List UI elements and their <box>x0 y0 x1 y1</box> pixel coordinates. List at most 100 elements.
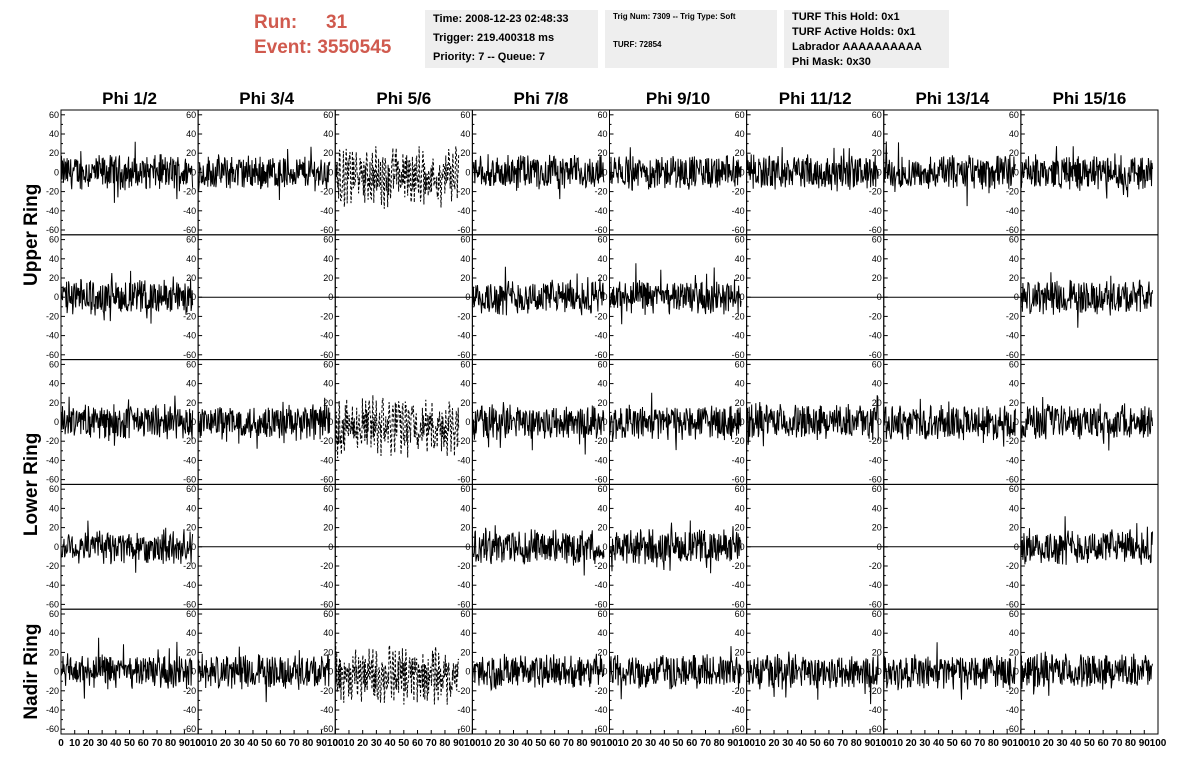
waveform-trace <box>883 642 1016 700</box>
turf-this-hold-text: TURF This Hold: 0x1 <box>792 11 900 23</box>
y-tick-label: 0 <box>191 667 196 677</box>
y-tick-label: -20 <box>46 187 59 197</box>
y-tick-label: -60 <box>732 599 745 609</box>
x-tick-label: 20 <box>83 738 95 749</box>
y-tick-label: -20 <box>320 686 333 696</box>
x-tick-label: 90 <box>453 738 465 749</box>
y-tick-label: -40 <box>183 331 196 341</box>
y-tick-label: 40 <box>597 379 607 389</box>
x-tick-label: 70 <box>837 738 849 749</box>
y-tick-label: 40 <box>597 628 607 638</box>
x-tick-label: 40 <box>1070 738 1082 749</box>
waveform-trace <box>334 395 460 459</box>
x-tick-label: 70 <box>563 738 575 749</box>
y-tick-label: -60 <box>869 350 882 360</box>
y-tick-label: 60 <box>597 484 607 494</box>
y-tick-label: 40 <box>872 129 882 139</box>
y-tick-label: -40 <box>732 455 745 465</box>
y-tick-label: -20 <box>594 311 607 321</box>
y-tick-label: 40 <box>872 254 882 264</box>
waveform-trace <box>197 397 331 449</box>
y-tick-label: -60 <box>320 350 333 360</box>
x-tick-label: 10 <box>755 738 767 749</box>
y-tick-label: 40 <box>597 503 607 513</box>
x-tick-label: 50 <box>261 738 273 749</box>
y-tick-label: 60 <box>1009 110 1019 120</box>
run-row: Run: 31 <box>254 10 391 35</box>
y-tick-label: 20 <box>597 398 607 408</box>
y-tick-label: 0 <box>877 167 882 177</box>
y-tick-label: -20 <box>1006 561 1019 571</box>
waveform-trace <box>60 141 194 203</box>
x-tick-label: 30 <box>1056 738 1068 749</box>
y-tick-label: -20 <box>1006 686 1019 696</box>
y-tick-label: -60 <box>46 225 59 235</box>
y-tick-label: -60 <box>1006 724 1019 734</box>
y-tick-label: 20 <box>49 647 59 657</box>
x-tick-label: 0 <box>1018 738 1024 749</box>
y-tick-label: -40 <box>869 580 882 590</box>
y-tick-label: 20 <box>460 398 470 408</box>
y-tick-label: -40 <box>732 206 745 216</box>
y-tick-label: -20 <box>183 187 196 197</box>
column-header: Phi 15/16 <box>1053 89 1127 108</box>
y-tick-label: -40 <box>183 455 196 465</box>
waveform-trace <box>197 646 331 703</box>
x-tick-label: 50 <box>398 738 410 749</box>
waveform-trace <box>334 644 460 705</box>
y-tick-label: 40 <box>872 628 882 638</box>
y-tick-label: -60 <box>457 350 470 360</box>
y-tick-label: 0 <box>740 667 745 677</box>
y-tick-label: 60 <box>323 110 333 120</box>
y-tick-label: -40 <box>1006 206 1019 216</box>
y-tick-label: -20 <box>869 311 882 321</box>
y-tick-label: 20 <box>872 647 882 657</box>
y-tick-label: 60 <box>186 484 196 494</box>
x-tick-label: 80 <box>165 738 177 749</box>
y-tick-label: 0 <box>54 167 59 177</box>
y-tick-label: -60 <box>1006 225 1019 235</box>
y-tick-label: 60 <box>49 609 59 619</box>
y-tick-label: 60 <box>49 484 59 494</box>
x-tick-label: 40 <box>933 738 945 749</box>
x-tick-label: 20 <box>1043 738 1055 749</box>
y-tick-label: 40 <box>323 503 333 513</box>
y-tick-label: -60 <box>46 350 59 360</box>
y-tick-label: 0 <box>465 542 470 552</box>
waveform-trace <box>609 263 742 325</box>
y-tick-label: 0 <box>877 417 882 427</box>
y-tick-label: 60 <box>735 235 745 245</box>
waveform-trace <box>609 520 742 574</box>
waveform-trace <box>609 646 742 700</box>
y-tick-label: -40 <box>320 705 333 715</box>
x-tick-label: 60 <box>1098 738 1110 749</box>
waveform-trace <box>609 392 742 451</box>
y-tick-label: 20 <box>1009 273 1019 283</box>
y-tick-label: -60 <box>869 724 882 734</box>
y-tick-label: 40 <box>460 628 470 638</box>
y-tick-label: -20 <box>46 561 59 571</box>
y-tick-label: 40 <box>186 503 196 513</box>
y-tick-label: -60 <box>594 599 607 609</box>
y-tick-label: 20 <box>735 647 745 657</box>
y-tick-label: -40 <box>320 331 333 341</box>
y-tick-label: -60 <box>869 599 882 609</box>
waveform-trace <box>883 141 1016 207</box>
y-tick-label: 20 <box>323 647 333 657</box>
y-tick-label: 40 <box>49 503 59 513</box>
y-tick-label: -60 <box>457 599 470 609</box>
phi-mask-text: Phi Mask: 0x30 <box>792 56 871 68</box>
turf-text: TURF: 72854 <box>613 40 662 49</box>
y-tick-label: 0 <box>602 167 607 177</box>
y-tick-label: 40 <box>186 254 196 264</box>
y-tick-label: -60 <box>594 225 607 235</box>
y-tick-label: -60 <box>320 225 333 235</box>
y-tick-label: -40 <box>320 206 333 216</box>
y-tick-label: -20 <box>183 561 196 571</box>
y-tick-label: 60 <box>872 359 882 369</box>
y-tick-label: -40 <box>869 206 882 216</box>
y-tick-label: -40 <box>732 331 745 341</box>
x-tick-label: 0 <box>607 738 613 749</box>
x-tick-label: 40 <box>659 738 671 749</box>
y-tick-label: 20 <box>460 273 470 283</box>
